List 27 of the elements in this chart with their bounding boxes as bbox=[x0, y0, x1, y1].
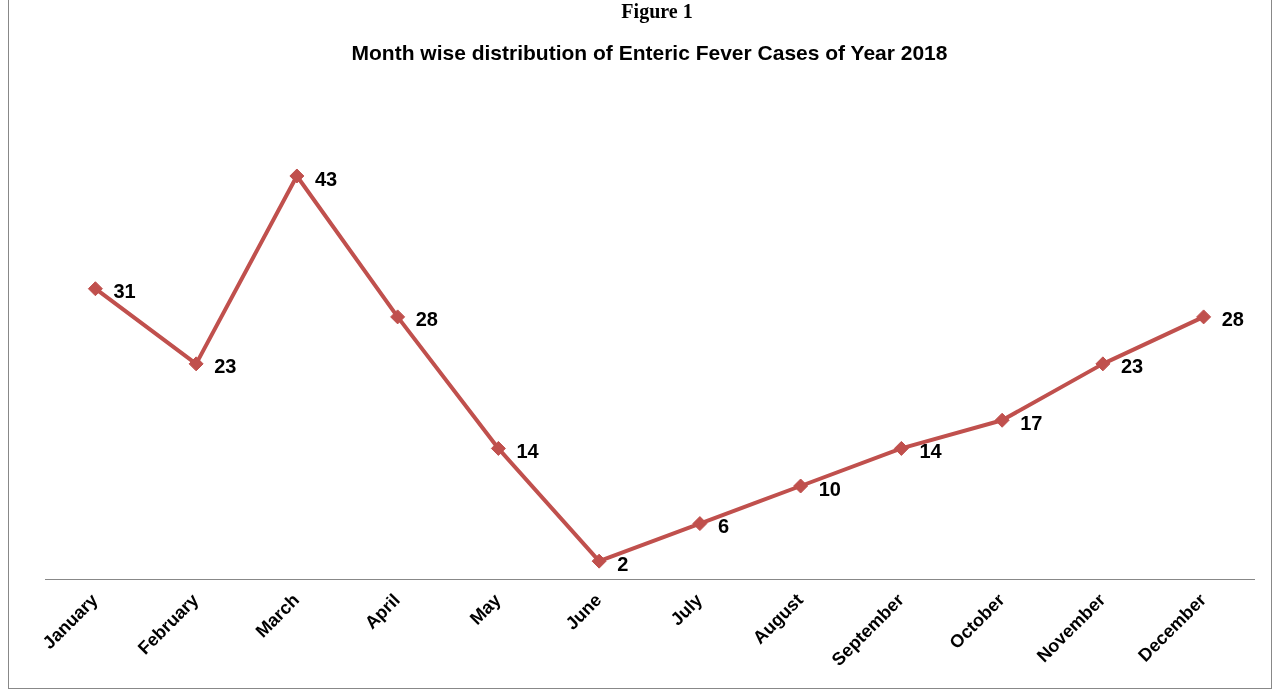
point bbox=[591, 553, 607, 569]
point bbox=[994, 412, 1010, 428]
point bbox=[188, 356, 204, 372]
point bbox=[1095, 356, 1111, 372]
point bbox=[1196, 309, 1212, 325]
data-label: 10 bbox=[818, 477, 841, 500]
data-label: 23 bbox=[214, 355, 237, 378]
data-label: 6 bbox=[717, 515, 729, 538]
point bbox=[793, 478, 809, 494]
data-label: 17 bbox=[1020, 411, 1043, 434]
data-label: 31 bbox=[113, 280, 136, 303]
data-label: 28 bbox=[1221, 308, 1244, 331]
data-label: 43 bbox=[314, 167, 338, 190]
x-tick-label: May bbox=[465, 589, 505, 629]
point bbox=[87, 281, 103, 297]
data-label: 23 bbox=[1120, 355, 1144, 378]
data-label: 28 bbox=[415, 308, 438, 331]
point bbox=[893, 440, 909, 456]
caption: Figure 1 bbox=[621, 0, 693, 24]
point bbox=[490, 440, 506, 456]
point bbox=[289, 168, 305, 184]
data-label: 14 bbox=[516, 439, 540, 462]
data-label: 2 bbox=[617, 552, 629, 575]
chart-title: Month wise distribution of Enteric Fever Cases of Year 2018 bbox=[351, 41, 948, 65]
point bbox=[692, 516, 708, 532]
point bbox=[390, 309, 406, 325]
data-label: 14 bbox=[919, 439, 943, 462]
